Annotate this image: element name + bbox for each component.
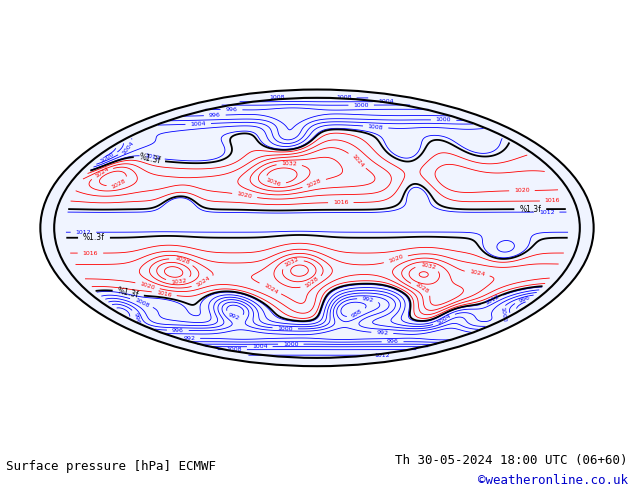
Text: 1008: 1008 [368,123,384,130]
Text: 1004: 1004 [252,344,268,349]
Text: 1004: 1004 [378,99,394,104]
Text: 1000: 1000 [436,118,451,123]
Text: 1036: 1036 [265,178,281,188]
Text: 992: 992 [183,336,195,341]
Text: 1012: 1012 [75,230,91,235]
Text: 996: 996 [172,328,184,333]
Text: 1000: 1000 [100,152,115,164]
Text: Surface pressure [hPa] ECMWF: Surface pressure [hPa] ECMWF [6,460,216,473]
Text: 996: 996 [518,295,531,304]
Text: 1032: 1032 [420,262,436,270]
Text: 1016: 1016 [156,290,172,298]
Text: ©weatheronline.co.uk: ©weatheronline.co.uk [477,474,628,487]
Text: 1024: 1024 [469,270,486,278]
Text: 1012: 1012 [539,210,555,215]
Text: 1004: 1004 [190,121,206,127]
Text: 1028: 1028 [414,282,430,295]
Text: 1020: 1020 [236,192,253,199]
Text: Th 30-05-2024 18:00 UTC (06+60): Th 30-05-2024 18:00 UTC (06+60) [395,454,628,467]
Text: 1032: 1032 [171,278,186,285]
Text: 992: 992 [361,296,375,303]
Text: 1024: 1024 [195,276,211,288]
Text: %1.3f: %1.3f [519,205,541,214]
Text: 996: 996 [387,339,399,344]
Text: 1008: 1008 [226,347,242,352]
Text: 1008: 1008 [336,96,352,100]
Text: 1008: 1008 [134,297,150,308]
Text: 1004: 1004 [121,141,135,156]
Text: 1000: 1000 [283,342,299,346]
Ellipse shape [41,90,593,366]
Text: 988: 988 [351,309,363,319]
Text: 996: 996 [133,312,140,324]
Text: 1004: 1004 [436,313,452,326]
Text: 1008: 1008 [269,96,285,100]
Text: 1012: 1012 [484,294,500,306]
Text: 996: 996 [209,113,221,118]
Text: 1016: 1016 [333,200,349,205]
Text: 1028: 1028 [306,178,322,189]
Text: 996: 996 [226,107,238,112]
Text: 1028: 1028 [174,255,190,266]
Text: %1.3f: %1.3f [83,233,105,242]
Text: 1028: 1028 [304,276,320,289]
Text: 992: 992 [227,313,240,321]
Text: 1016: 1016 [82,250,98,256]
Text: 1024: 1024 [350,153,365,169]
Text: 1024: 1024 [262,282,278,295]
Text: 992: 992 [376,330,389,336]
Text: 1000: 1000 [353,102,369,108]
Text: 1024: 1024 [94,167,110,179]
Text: 1020: 1020 [514,188,530,193]
Text: 1000: 1000 [277,325,293,331]
Text: 1020: 1020 [387,254,404,265]
Text: 1012: 1012 [144,153,160,161]
Text: 1028: 1028 [111,178,127,190]
Text: 1000: 1000 [499,307,507,322]
Text: 1016: 1016 [545,198,560,203]
Text: 1012: 1012 [374,353,390,358]
Text: %1.3f: %1.3f [117,286,140,300]
Text: 1032: 1032 [283,256,299,268]
Text: %1.3f: %1.3f [138,152,161,166]
Text: 1020: 1020 [139,281,156,291]
Text: 1032: 1032 [281,161,297,167]
